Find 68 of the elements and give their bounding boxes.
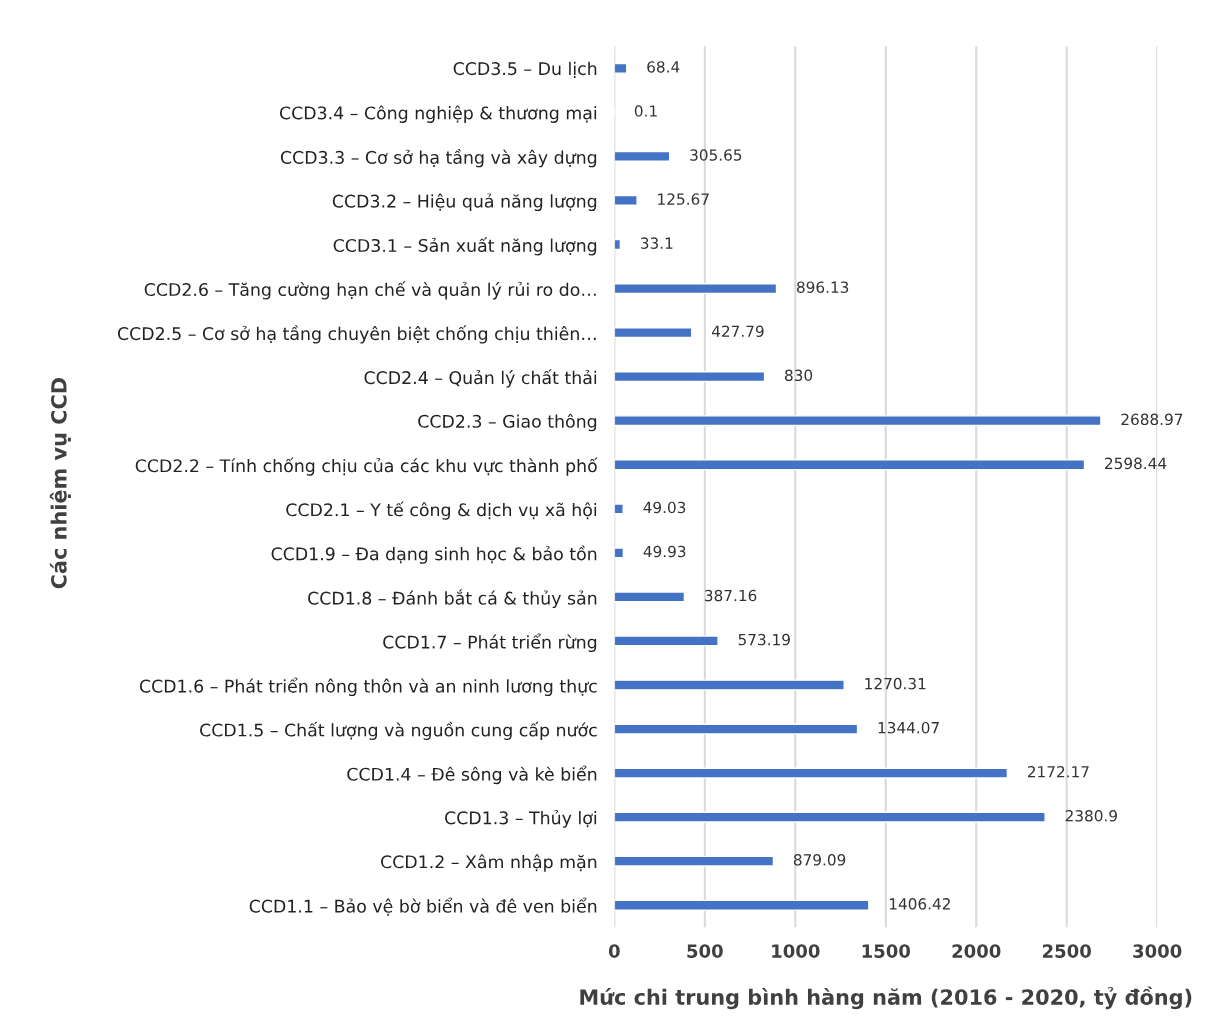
bar [614,503,624,515]
bar [614,811,1046,823]
bar [614,899,870,911]
data-label: 427.79 [711,325,764,338]
y-tick-label: CCD1.7 – Phát triển rừng [383,633,597,653]
y-tick-label: CCD3.2 – Hiệu quả năng lượng [332,193,597,212]
y-tick-label: CCD3.4 – Công nghiệp & thương mại [279,105,597,123]
y-tick-label: CCD1.8 – Đánh bắt cá & thủy sản [308,589,597,609]
data-label: 2598.44 [1105,457,1167,470]
y-tick-label: CCD2.5 – Cơ sở hạ tầng chuyên biệt chống chịu thiên… [117,325,596,344]
y-tick-label: CCD1.1 – Bảo vệ bờ biển và đê ven biển [249,897,597,916]
bar [614,767,1009,779]
y-tick-label: CCD2.6 – Tăng cường hạn chế và quản lý rủi ro do… [144,281,596,300]
y-tick-label: CCD2.1 – Y tế công & dịch vụ xã hội [286,501,597,520]
x-tick-label: 500 [687,944,723,958]
y-tick-label: CCD1.6 – Phát triển nông thôn và an ninh lương thực [139,677,597,697]
data-label: 1270.31 [865,677,926,690]
y-tick-label: CCD3.1 – Sản xuất năng lượng [333,237,597,256]
data-label: 1344.07 [878,721,939,734]
y-tick-label: CCD1.9 – Đa dạng sinh học & bảo tồn [271,545,597,564]
y-axis-title: Các nhiệm vụ CCD [49,378,71,589]
data-label: 879.09 [793,854,846,866]
data-label: 33.1 [640,237,673,249]
bar [614,194,638,206]
y-tick-label: CCD1.5 – Chất lượng và nguồn cung cấp nước [200,721,597,740]
data-label: 68.4 [647,61,680,73]
x-tick-label: 3000 [1133,944,1182,958]
x-tick-label: 1000 [772,944,820,958]
data-label: 2172.17 [1027,765,1089,778]
y-tick-label: CCD1.3 – Thủy lợi [445,810,597,828]
bar [614,459,1086,471]
bar [614,238,622,251]
bar [614,679,845,691]
data-label: 2688.97 [1121,413,1183,426]
data-label: 49.03 [643,501,686,514]
data-label: 0.1 [634,105,657,117]
y-tick-label: CCD1.4 – Đê sông và kè biển [347,765,597,785]
y-tick-label: CCD2.3 – Giao thông [418,413,597,432]
data-label: 1406.42 [889,898,950,910]
data-label: 830 [785,369,813,382]
x-axis-title: Mức chi trung bình hàng năm (2016 - 2020, tỷ đồng) [580,986,1192,1010]
x-tick-label: 2500 [1042,944,1091,958]
y-tick-label: CCD3.3 – Cơ sở hạ tầng và xây dựng [280,149,597,168]
y-tick-label: CCD2.2 – Tính chống chịu của các khu vực thành phố [135,457,598,476]
bar [614,723,859,735]
bar [614,547,625,559]
bar [614,635,719,647]
bar [614,282,778,295]
bar [614,591,686,603]
data-label: 2380.9 [1065,810,1117,822]
x-tick-label: 2000 [952,944,1001,958]
data-label: 896.13 [796,281,849,293]
x-tick-label: 1500 [862,944,911,958]
bar [614,62,628,74]
data-label: 305.65 [690,149,742,161]
data-label: 125.67 [658,193,709,205]
data-label: 49.93 [643,545,686,558]
data-label: 387.16 [705,589,757,602]
data-label: 573.19 [738,633,790,646]
x-tick-label: 0 [608,944,620,958]
y-tick-label: CCD2.4 – Quản lý chất thải [364,369,597,388]
bar [614,855,775,867]
bar [614,327,693,339]
y-tick-label: CCD3.5 – Du lịch [453,61,597,79]
bar [614,371,766,383]
bar [614,415,1102,427]
y-tick-label: CCD1.2 – Xâm nhập mặn [381,854,597,872]
bar [614,150,671,162]
